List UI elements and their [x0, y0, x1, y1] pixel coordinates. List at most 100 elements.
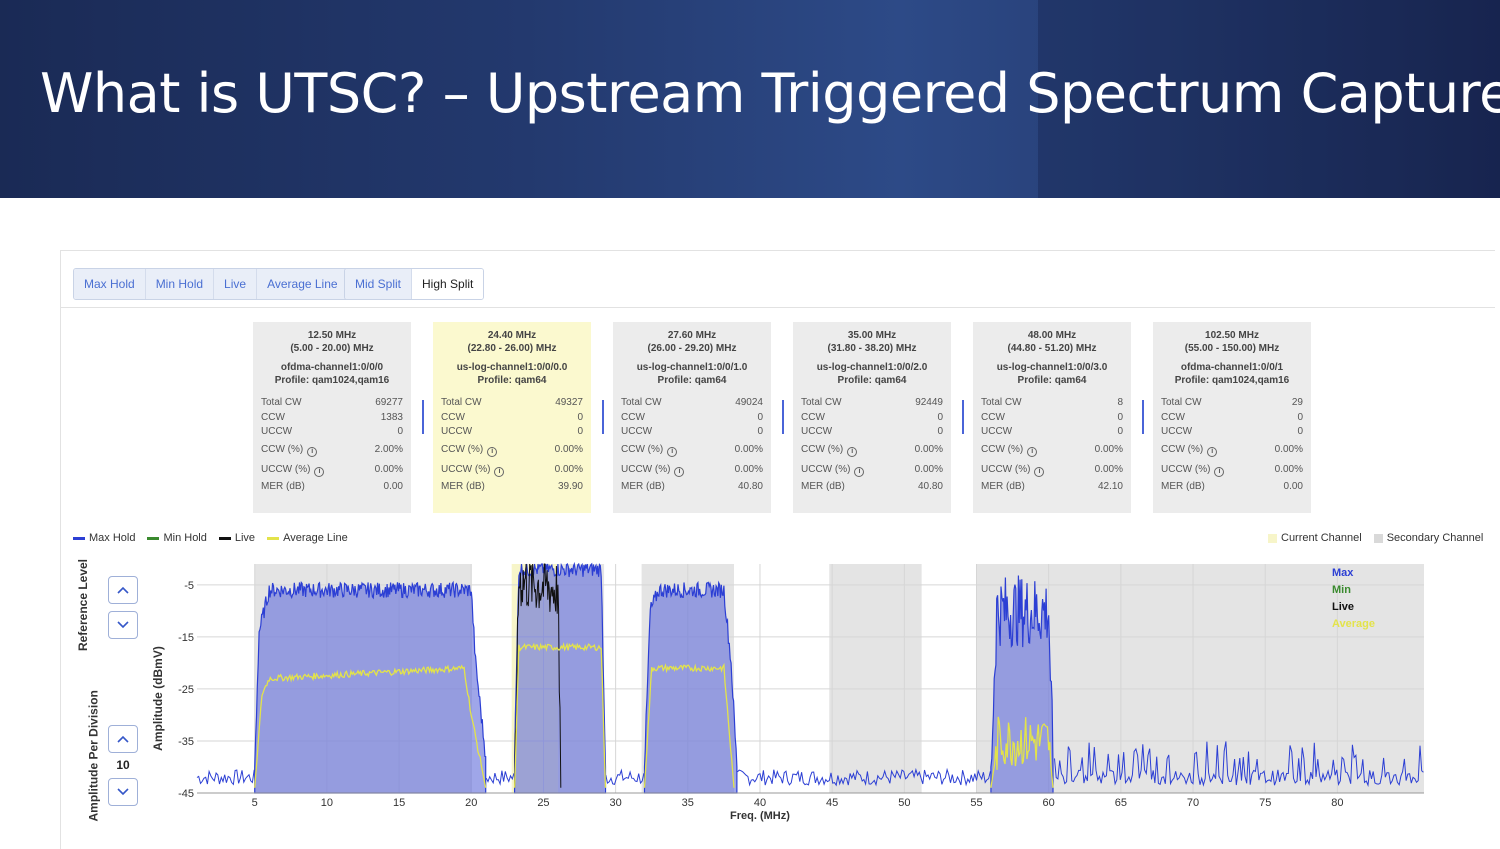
stat-value: 1383	[380, 411, 403, 423]
card-divider	[962, 400, 964, 434]
info-icon[interactable]: i	[494, 466, 505, 477]
reference-level-up-button[interactable]	[108, 576, 138, 604]
stat-label: CCW	[621, 411, 645, 423]
stat-value: 49024	[735, 397, 763, 408]
stat-label: Total CW	[441, 397, 482, 408]
info-icon[interactable]: i	[674, 466, 685, 477]
stat-label: MER (dB)	[801, 480, 845, 492]
stat-value: 0	[1117, 411, 1123, 423]
channel-profile: Profile: qam1024,qam16	[274, 374, 390, 386]
stat-value: 92449	[915, 397, 943, 408]
stat-label: MER (dB)	[261, 480, 305, 492]
info-icon[interactable]: i	[1214, 466, 1225, 477]
app-frame	[60, 250, 1495, 849]
stat-row: CCW 0	[441, 411, 583, 426]
stat-label: UCCW (%) i	[261, 460, 325, 480]
stat-row: Total CW 92449	[801, 396, 943, 411]
stat-value: 0.00	[383, 480, 403, 492]
stat-label: UCCW (%) i	[441, 460, 505, 480]
channel-card[interactable]: 24.40 MHz (22.80 - 26.00) MHz us-log-chann…	[433, 322, 591, 513]
stat-row: UCCW 0	[1161, 425, 1303, 440]
channel-name: us-log-channel1:0/0/3.0	[996, 362, 1108, 373]
legend-average-line[interactable]: Average Line	[267, 532, 348, 544]
channel-range: (26.00 - 29.20) MHz	[647, 342, 737, 354]
stat-label: Total CW	[621, 397, 662, 408]
channel-profile: Profile: qam64	[1017, 374, 1087, 386]
stat-value: 0.00%	[1274, 463, 1303, 475]
amplitude-division-up-button[interactable]	[108, 725, 138, 753]
stat-value: 0.00%	[734, 443, 763, 455]
stat-label: UCCW	[441, 426, 473, 437]
channel-profile: Profile: qam64	[837, 374, 907, 386]
channel-name: us-log-channel1:0/0/0.0	[456, 362, 568, 373]
stat-value: 69277	[375, 397, 403, 408]
legend-max-hold[interactable]: Max Hold	[73, 532, 135, 544]
stat-row: UCCW (%) i 0.00%	[261, 460, 403, 480]
stat-row: UCCW 0	[801, 425, 943, 440]
legend-label: Average Line	[283, 532, 348, 544]
amplitude-per-division-label: Amplitude Per Division	[86, 690, 101, 822]
stat-row: MER (dB) 40.80	[621, 480, 763, 495]
legend-label: Max Hold	[89, 532, 136, 544]
channel-name: ofdma-channel1:0/0/0	[280, 362, 384, 373]
average-line-button[interactable]: Average Line	[257, 269, 348, 299]
info-icon[interactable]: i	[854, 466, 865, 477]
split-mode-group: Mid Split High Split	[344, 268, 485, 300]
stat-value: 0.00%	[554, 443, 583, 455]
live-button[interactable]: Live	[214, 269, 258, 299]
info-icon[interactable]: i	[487, 446, 498, 457]
channel-profile: Profile: qam64	[657, 374, 727, 386]
channel-center-freq: 35.00 MHz	[847, 330, 897, 341]
stat-value: 0.00%	[374, 463, 403, 475]
stat-label: MER (dB)	[981, 480, 1025, 492]
max-hold-button[interactable]: Max Hold	[74, 269, 146, 299]
channel-range: (31.80 - 38.20) MHz	[827, 342, 917, 354]
stat-label: CCW (%) i	[981, 440, 1038, 460]
stat-label: CCW (%) i	[261, 440, 318, 460]
legend-label: Current Channel	[1281, 532, 1362, 544]
legend-live[interactable]: Live	[218, 532, 255, 544]
info-icon[interactable]: i	[667, 446, 678, 457]
reference-level-down-button[interactable]	[108, 611, 138, 639]
stat-value: 0.00%	[1094, 443, 1123, 455]
stat-value: 40.80	[917, 480, 943, 492]
stat-value: 0	[577, 411, 583, 423]
info-icon[interactable]: i	[847, 446, 858, 457]
stat-value: 0	[1297, 411, 1303, 423]
stat-label: Total CW	[1161, 397, 1202, 408]
stat-row: CCW (%) i 2.00%	[261, 440, 403, 460]
channel-range: (55.00 - 150.00) MHz	[1184, 342, 1280, 354]
channel-card[interactable]: 12.50 MHz (5.00 - 20.00) MHz ofdma-channel…	[253, 322, 411, 513]
info-icon[interactable]: i	[1027, 446, 1038, 457]
stat-row: CCW (%) i 0.00%	[1161, 440, 1303, 460]
channel-range: (5.00 - 20.00) MHz	[290, 342, 374, 354]
channel-card[interactable]: 48.00 MHz (44.80 - 51.20) MHz us-log-chann…	[973, 322, 1131, 513]
stat-row: UCCW (%) i 0.00%	[981, 460, 1123, 480]
high-split-button[interactable]: High Split	[412, 269, 484, 299]
info-icon[interactable]: i	[1034, 466, 1045, 477]
info-icon[interactable]: i	[314, 466, 325, 477]
stat-value: 0.00	[1283, 480, 1303, 492]
reference-level-label: Reference Level	[76, 558, 90, 652]
channel-card[interactable]: 27.60 MHz (26.00 - 29.20) MHz us-log-chann…	[613, 322, 771, 513]
info-icon[interactable]: i	[307, 446, 318, 457]
chevron-up-icon	[117, 586, 129, 594]
channel-center-freq: 102.50 MHz	[1205, 330, 1259, 341]
stat-row: CCW 0	[1161, 411, 1303, 426]
legend-min-hold[interactable]: Min Hold	[147, 532, 207, 544]
stat-row: CCW (%) i 0.00%	[621, 440, 763, 460]
channel-center-freq: 12.50 MHz	[307, 330, 357, 341]
stat-label: UCCW	[621, 426, 653, 437]
info-icon[interactable]: i	[1207, 446, 1218, 457]
mid-split-button[interactable]: Mid Split	[345, 269, 413, 299]
stat-row: CCW 0	[621, 411, 763, 426]
channel-card[interactable]: 35.00 MHz (31.80 - 38.20) MHz us-log-chann…	[793, 322, 951, 513]
channel-card[interactable]: 102.50 MHz (55.00 - 150.00) MHz ofdma-chan…	[1153, 322, 1311, 513]
channel-range: (22.80 - 26.00) MHz	[467, 342, 557, 354]
stat-label: Total CW	[261, 397, 302, 408]
amplitude-division-down-button[interactable]	[108, 778, 138, 806]
stat-row: CCW (%) i 0.00%	[801, 440, 943, 460]
min-hold-button[interactable]: Min Hold	[145, 269, 215, 299]
stat-value: 0.00%	[554, 463, 583, 475]
stat-label: MER (dB)	[1161, 480, 1205, 492]
